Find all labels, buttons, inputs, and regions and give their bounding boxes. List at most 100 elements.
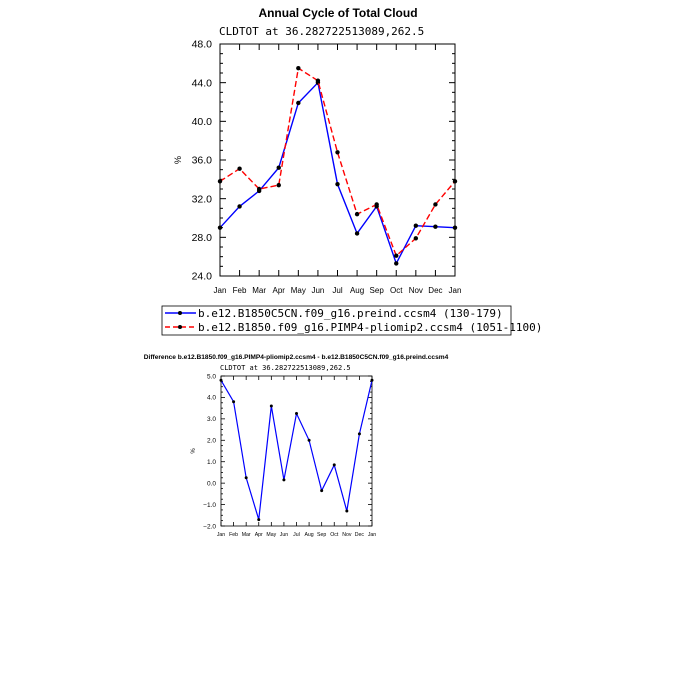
chart2-axes — [220, 375, 373, 527]
chart1-legend: b.e12.B1850C5CN.f09_g16.preind.ccsm4 (13… — [161, 305, 542, 336]
data-point — [217, 225, 223, 230]
plot-frame — [219, 43, 456, 277]
data-point — [307, 438, 311, 442]
x-tick-label: Jan — [449, 286, 462, 295]
y-tick-label: 40.0 — [192, 116, 213, 128]
chart-difference: Difference b.e12.B1850.f09_g16.PIMP4-pli… — [144, 354, 449, 538]
y-tick-label: 28.0 — [192, 232, 213, 244]
x-tick-label: May — [266, 532, 276, 538]
y-tick-label: 4.0 — [207, 395, 216, 402]
chart1-subtitle: CLDTOT at 36.282722513089,262.5 — [219, 25, 424, 38]
legend-frame — [161, 305, 512, 336]
data-point — [282, 478, 286, 482]
data-point — [413, 236, 419, 241]
data-point — [335, 150, 340, 155]
x-tick-label: Aug — [304, 532, 313, 538]
x-tick-label: Nov — [409, 286, 423, 295]
data-point — [433, 224, 438, 229]
chart1-tick-labels: 24.0 28.0 32.0 36.0 40.0 44.0 48.0 Jan Feb Mar Apr… — [192, 39, 462, 295]
data-point — [374, 202, 379, 207]
y-tick-label: 3.0 — [207, 416, 216, 423]
y-tick-label: 36.0 — [192, 155, 213, 167]
x-tick-label: Sep — [370, 286, 385, 295]
series-line-1 — [220, 379, 373, 520]
chart2-y-label: % — [191, 448, 197, 454]
x-tick-label: Mar — [252, 286, 266, 295]
data-point — [296, 65, 301, 71]
x-tick-label: Jul — [332, 286, 342, 295]
y-tick-label: 1.0 — [207, 459, 216, 466]
data-point — [256, 186, 262, 192]
x-tick-label: Jun — [311, 286, 324, 295]
x-tick-label: May — [291, 286, 306, 295]
data-point — [269, 404, 273, 408]
x-tick-label: Oct — [330, 532, 339, 538]
data-point — [357, 432, 361, 436]
plot-frame — [220, 375, 373, 527]
y-tick-label: 48.0 — [192, 39, 213, 51]
chart2-title: Difference b.e12.B1850.f09_g16.PIMP4-pli… — [144, 354, 449, 361]
chart2-subtitle: CLDTOT at 36.282722513089,262.5 — [220, 364, 351, 372]
data-point — [296, 100, 301, 106]
data-point — [345, 509, 349, 513]
legend-label-series-1: b.e12.B1850C5CN.f09_g16.preind.ccsm4 (13… — [198, 307, 503, 320]
x-tick-label: Dec — [428, 286, 442, 295]
chart1-title: Annual Cycle of Total Cloud — [258, 6, 417, 20]
data-point — [394, 253, 399, 258]
series-line-2 — [219, 67, 456, 257]
x-tick-label: Jul — [293, 532, 300, 538]
x-tick-label: Aug — [350, 286, 364, 295]
y-tick-label: 32.0 — [192, 193, 213, 205]
x-tick-label: Jan — [217, 532, 225, 538]
y-tick-label: 0.0 — [207, 480, 216, 487]
data-point — [295, 412, 298, 415]
x-tick-label: Dec — [355, 532, 365, 538]
x-tick-label: Feb — [229, 532, 238, 538]
data-point — [276, 182, 281, 188]
y-tick-label: 44.0 — [192, 77, 213, 89]
data-point — [332, 463, 336, 467]
chart1-series — [217, 65, 458, 266]
data-point — [394, 261, 399, 266]
data-point — [276, 165, 281, 170]
legend-marker-series-1 — [178, 311, 182, 315]
data-point — [354, 231, 360, 236]
chart-annual-cycle: Annual Cycle of Total Cloud CLDTOT at 36… — [173, 6, 461, 295]
legend-marker-series-2 — [178, 325, 182, 329]
x-tick-label: Apr — [255, 532, 263, 538]
data-point — [219, 378, 223, 382]
x-tick-label: Jan — [214, 286, 227, 295]
y-tick-label: 2.0 — [207, 438, 216, 445]
x-tick-label: Nov — [342, 532, 352, 538]
legend-label-series-2: b.e12.B1850.f09_g16.PIMP4-pliomip2.ccsm4… — [198, 321, 542, 334]
data-point — [452, 179, 458, 184]
data-point — [232, 400, 236, 404]
series-line-1 — [219, 81, 456, 266]
data-point — [237, 204, 242, 209]
y-tick-label: 24.0 — [192, 271, 213, 283]
data-point — [354, 211, 360, 217]
chart1-axes — [219, 43, 456, 277]
chart2-series — [219, 378, 374, 522]
y-tick-label: −1.0 — [203, 502, 216, 509]
data-point — [315, 78, 321, 83]
chart2-tick-labels: −2.0 −1.0 0.0 1.0 2.0 3.0 4.0 5.0 Jan Feb Mar Apr Ma… — [203, 373, 376, 538]
data-point — [257, 518, 261, 522]
x-tick-label: Oct — [390, 286, 403, 295]
data-point — [335, 181, 340, 187]
x-tick-label: Sep — [317, 532, 326, 538]
x-tick-label: Mar — [242, 532, 251, 538]
data-point — [370, 378, 374, 382]
data-point — [413, 223, 419, 228]
data-point — [217, 179, 223, 184]
x-tick-label: Jan — [368, 532, 376, 538]
data-point — [244, 476, 248, 480]
chart1-y-label: % — [173, 156, 183, 164]
x-tick-label: Apr — [273, 286, 286, 295]
x-tick-label: Feb — [233, 286, 247, 295]
x-tick-label: Jun — [280, 532, 288, 538]
y-tick-label: −2.0 — [203, 523, 216, 530]
data-point — [433, 202, 438, 207]
data-point — [237, 166, 242, 171]
